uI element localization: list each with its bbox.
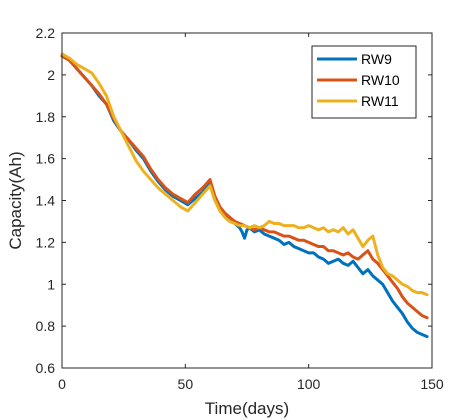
y-tick-label: 1.8 [36,109,56,125]
series-line-rw10 [60,54,429,320]
axes-layer: 0 50 100 150 0.6 0.8 1 1.2 1.4 1.6 1.8 2 2.2 [36,25,444,392]
y-tick-label: 1 [47,276,55,292]
y-tick-label: 1.4 [36,193,56,209]
y-axis-label: Capacity(Ah) [6,151,25,249]
legend-label-rw11: RW11 [361,93,399,109]
legend-label-rw10: RW10 [361,72,400,88]
series-layer [60,52,429,339]
y-tick-label: 0.8 [36,318,56,334]
y-tick-label: 2.2 [36,25,56,41]
y-tick-label: 1.2 [36,234,56,250]
legend-label-rw9: RW9 [361,51,392,67]
y-tick-label: 0.6 [36,360,56,376]
y-tick-label: 2 [47,67,55,83]
x-tick-label: 100 [297,376,321,392]
y-tick-label: 1.6 [36,151,56,167]
x-tick-label: 50 [178,376,194,392]
series-line-rw11 [60,52,429,297]
x-axis-label: Time(days) [205,399,289,418]
x-tick-label: 0 [58,376,66,392]
x-tick-label: 150 [420,376,444,392]
legend: RW9 RW10 RW11 [311,45,417,119]
